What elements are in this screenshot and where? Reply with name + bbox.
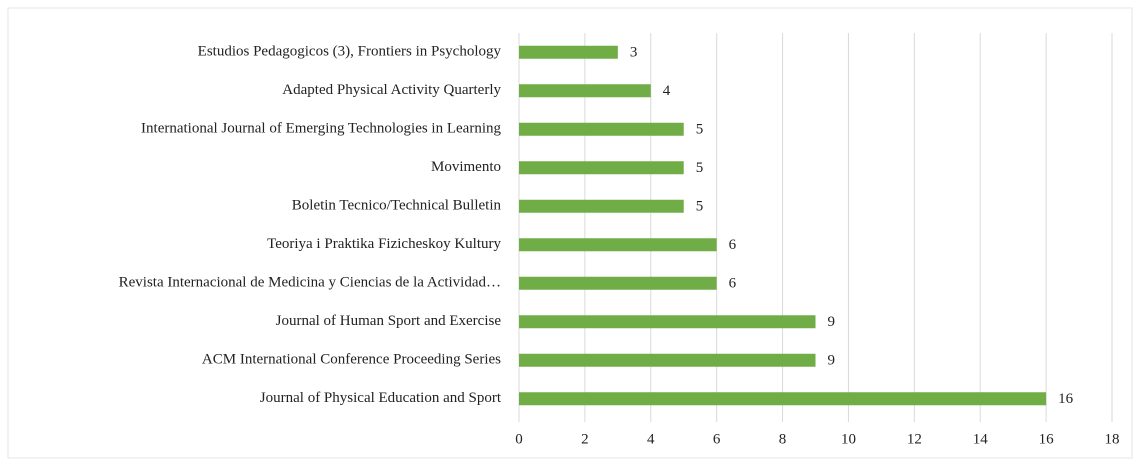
- bar: [519, 199, 684, 213]
- chart-frame: [7, 7, 1133, 459]
- y-tick-label: Estudios Pedagogicos (3), Frontiers in P…: [198, 44, 502, 60]
- y-tick-label: Journal of Human Sport and Exercise: [276, 313, 502, 329]
- bar: [519, 45, 618, 59]
- bar: [519, 161, 684, 175]
- data-label: 3: [630, 45, 638, 61]
- data-label: 6: [729, 276, 737, 292]
- x-tick-label: 16: [1039, 431, 1055, 447]
- x-tick-label: 18: [1105, 431, 1120, 447]
- bar: [519, 122, 684, 136]
- bar: [519, 353, 816, 367]
- data-label: 9: [828, 353, 836, 369]
- data-label: 4: [663, 83, 671, 99]
- y-tick-label: Teoriya i Praktika Fizicheskoy Kultury: [267, 236, 501, 252]
- y-tick-label: Adapted Physical Activity Quarterly: [282, 82, 501, 98]
- bar: [519, 315, 816, 329]
- data-label: 16: [1058, 391, 1074, 407]
- bar: [519, 276, 717, 290]
- data-label: 5: [696, 122, 704, 138]
- data-label: 5: [696, 199, 704, 215]
- x-tick-label: 14: [973, 431, 989, 447]
- y-tick-label: International Journal of Emerging Techno…: [141, 121, 501, 137]
- y-tick-label: ACM International Conference Proceeding …: [202, 352, 501, 368]
- data-label: 5: [696, 160, 704, 176]
- bar: [519, 238, 717, 252]
- x-tick-label: 4: [647, 431, 655, 447]
- x-tick-label: 12: [907, 431, 922, 447]
- data-label: 6: [729, 237, 737, 253]
- y-tick-label: Journal of Physical Education and Sport: [260, 390, 502, 406]
- data-label: 9: [828, 314, 836, 330]
- x-tick-label: 10: [841, 431, 856, 447]
- y-tick-label: Boletin Tecnico/Technical Bulletin: [292, 198, 502, 214]
- x-tick-label: 6: [713, 431, 721, 447]
- x-tick-label: 8: [779, 431, 787, 447]
- bar: [519, 392, 1047, 406]
- x-tick-label: 2: [581, 431, 589, 447]
- bar: [519, 84, 651, 98]
- x-tick-label: 0: [515, 431, 523, 447]
- y-tick-label: Revista Internacional de Medicina y Cien…: [119, 275, 501, 291]
- y-tick-label: Movimento: [431, 159, 501, 175]
